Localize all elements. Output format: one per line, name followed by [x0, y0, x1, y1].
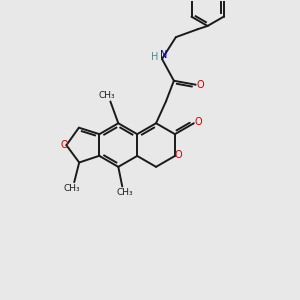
Text: O: O [174, 150, 182, 160]
Text: N: N [160, 50, 168, 60]
Text: O: O [61, 140, 68, 150]
Text: CH₃: CH₃ [98, 91, 115, 100]
Text: CH₃: CH₃ [64, 184, 81, 193]
Text: H: H [152, 52, 159, 62]
Text: O: O [197, 80, 204, 90]
Text: CH₃: CH₃ [117, 188, 134, 197]
Text: O: O [195, 117, 202, 127]
